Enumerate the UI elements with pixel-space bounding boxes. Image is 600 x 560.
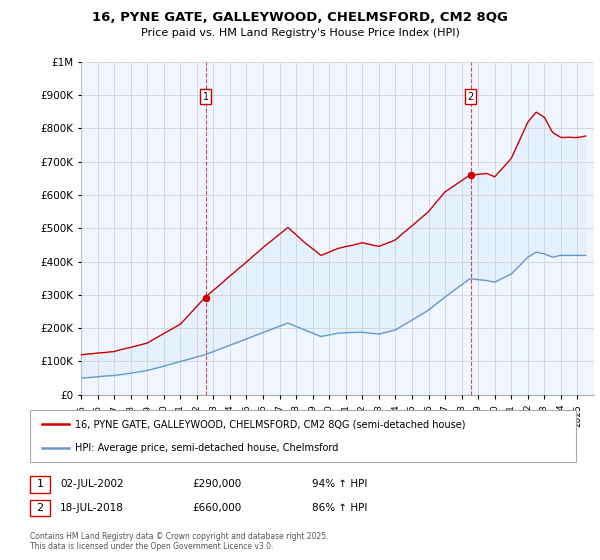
Point (201, 293, 211, 302)
Text: 86% ↑ HPI: 86% ↑ HPI (312, 503, 367, 513)
Text: HPI: Average price, semi-detached house, Chelmsford: HPI: Average price, semi-detached house,… (75, 443, 338, 453)
Text: 1: 1 (37, 479, 43, 489)
Text: 16, PYNE GATE, GALLEYWOOD, CHELMSFORD, CM2 8QG: 16, PYNE GATE, GALLEYWOOD, CHELMSFORD, C… (92, 11, 508, 24)
Text: 1: 1 (203, 92, 209, 101)
Text: Price paid vs. HM Land Registry's House Price Index (HPI): Price paid vs. HM Land Registry's House … (140, 28, 460, 38)
Text: 16, PYNE GATE, GALLEYWOOD, CHELMSFORD, CM2 8QG (semi-detached house): 16, PYNE GATE, GALLEYWOOD, CHELMSFORD, C… (75, 419, 466, 430)
Text: 02-JUL-2002: 02-JUL-2002 (60, 479, 124, 489)
Text: 94% ↑ HPI: 94% ↑ HPI (312, 479, 367, 489)
Text: 2: 2 (37, 503, 43, 513)
Text: £290,000: £290,000 (192, 479, 241, 489)
Point (466, 170, 475, 179)
Text: 18-JUL-2018: 18-JUL-2018 (60, 503, 124, 513)
Text: 2: 2 (467, 92, 473, 101)
Text: £660,000: £660,000 (192, 503, 241, 513)
Text: Contains HM Land Registry data © Crown copyright and database right 2025.
This d: Contains HM Land Registry data © Crown c… (30, 532, 329, 552)
